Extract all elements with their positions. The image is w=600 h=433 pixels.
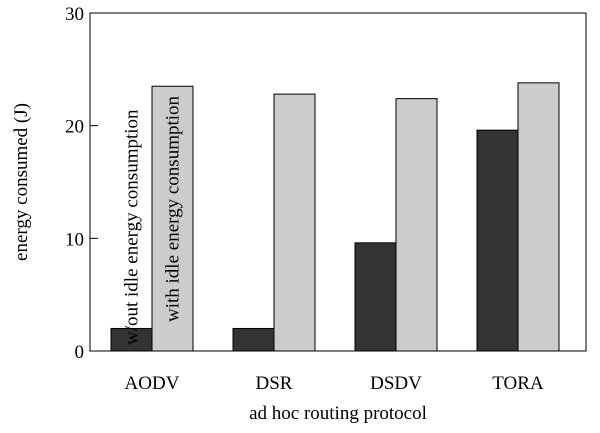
y-tick-label: 30 — [65, 4, 84, 25]
bar-aodv-series-2 — [151, 85, 194, 352]
x-tick-label-dsdv: DSDV — [370, 373, 422, 394]
bar-dsr-series-1 — [232, 327, 275, 352]
bar-dsdv-series-1 — [354, 242, 397, 352]
y-tick-label: 10 — [65, 229, 84, 250]
x-axis-ticks: AODV DSR DSDV TORA — [125, 373, 544, 394]
y-axis-ticks: 0 10 20 30 — [65, 4, 98, 363]
y-axis-title: energy consumed (J) — [11, 103, 32, 261]
bar-tora-series-2 — [517, 82, 560, 352]
series-label-1: w/out idle energy consumption — [122, 109, 143, 345]
series-labels: w/out idle energy consumption with idle e… — [122, 95, 184, 345]
x-tick-label-dsr: DSR — [256, 373, 293, 394]
bar-dsr-series-2 — [273, 93, 316, 352]
bar-dsdv-series-2 — [395, 98, 438, 352]
series-label-2: with idle energy consumption — [163, 95, 184, 322]
y-tick-label: 20 — [65, 117, 84, 138]
bar-tora-series-1 — [476, 129, 519, 352]
x-tick-label-tora: TORA — [492, 373, 544, 394]
x-axis-title: ad hoc routing protocol — [249, 403, 427, 424]
plot-frame — [89, 12, 587, 352]
y-tick-label: 0 — [75, 342, 85, 363]
x-tick-label-aodv: AODV — [125, 373, 180, 394]
bars — [110, 82, 560, 352]
